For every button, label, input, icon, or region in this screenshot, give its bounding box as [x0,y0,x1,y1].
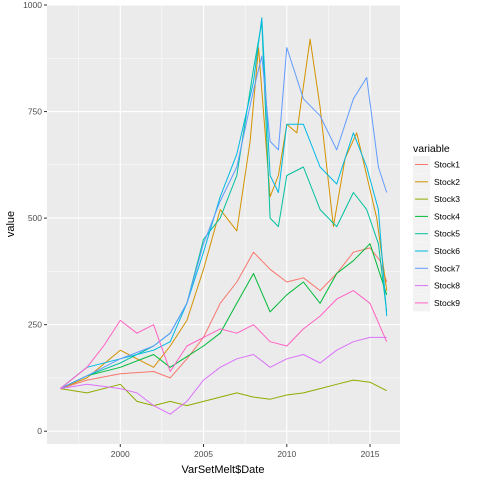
legend-item-stock3: Stock3 [413,190,460,208]
y-tick-label: 750 [28,107,42,117]
series-lines [59,17,388,415]
series-line-stock2 [60,38,388,390]
legend-label: Stock2 [434,177,460,187]
y-axis-title: value [5,211,17,237]
legend-item-stock2: Stock2 [413,173,460,191]
x-axis: 2000 2005 2010 2015 [111,444,380,459]
legend-item-stock7: Stock7 [413,259,460,277]
y-tick-label: 500 [28,213,42,223]
x-tick-label: 2005 [194,449,213,459]
series-line-stock1 [60,247,388,390]
legend-items: Stock1 Stock2 Stock3 Stock4 Stock5 Stock6 Stoc… [413,156,460,312]
series-line-stock9 [59,290,388,389]
x-tick-label: 2015 [361,449,380,459]
legend-item-stock8: Stock8 [413,277,460,295]
legend-label: Stock9 [434,298,460,308]
legend-item-stock4: Stock4 [413,207,460,225]
legend-item-stock9: Stock9 [413,294,460,312]
series-line-stock8 [60,336,387,415]
legend-item-stock1: Stock1 [413,156,460,173]
x-axis-title: VarSetMelt$Date [182,464,265,476]
legend-label: Stock8 [434,281,460,291]
series-line-stock4 [60,243,388,390]
series-line-stock3 [60,379,387,407]
legend-label: Stock6 [434,246,460,256]
x-tick-label: 2000 [111,449,130,459]
series-line-stock6 [59,17,388,389]
y-tick-label: 1000 [23,0,42,10]
legend-title: variable [413,143,450,155]
legend-label: Stock7 [434,263,460,273]
legend-label: Stock4 [434,211,460,221]
legend-item-stock5: Stock5 [413,225,460,243]
x-tick-label: 2010 [277,449,296,459]
legend-label: Stock5 [434,229,460,239]
legend-label: Stock1 [434,160,460,170]
minor-gridlines [47,5,400,444]
legend-label: Stock3 [434,194,460,204]
y-axis: 0 250 500 750 1000 [23,0,47,436]
legend: variable Stock1Stock2Stock3Stock4Stock5S… [413,143,460,312]
legend-item-stock6: Stock6 [413,242,460,260]
y-tick-label: 250 [28,320,42,330]
y-tick-label: 0 [37,426,42,436]
